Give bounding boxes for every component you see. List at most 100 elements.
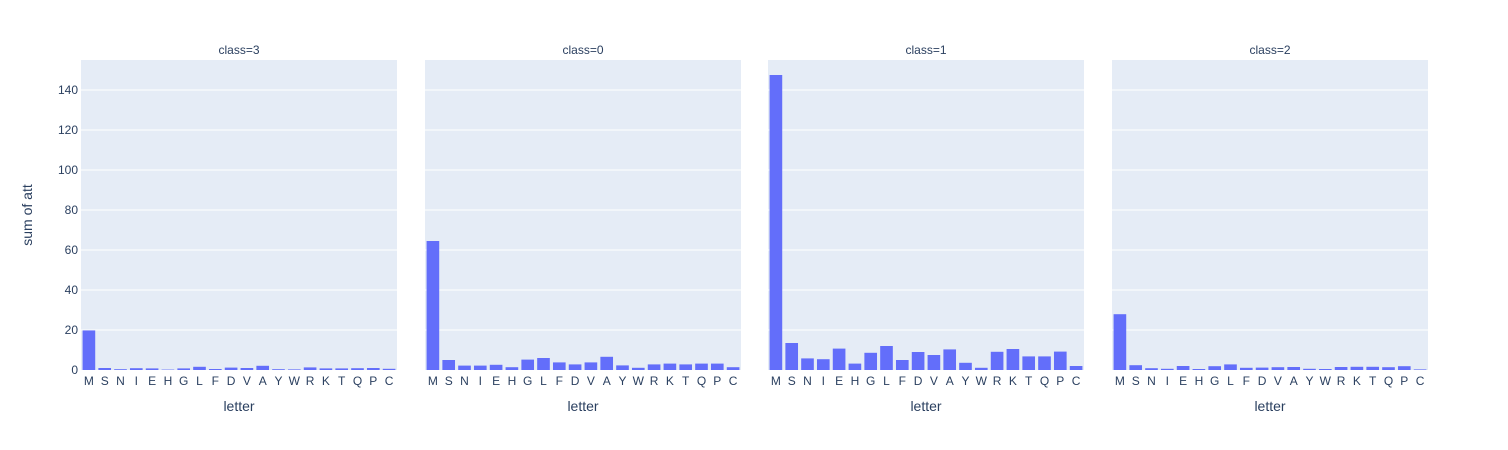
bar-K xyxy=(319,368,333,370)
bar-G xyxy=(864,352,878,370)
x-tick-label: C xyxy=(1416,374,1425,388)
x-tick-label: V xyxy=(1274,374,1282,388)
x-axis-title: letter xyxy=(1254,398,1285,414)
x-tick-label: N xyxy=(1147,374,1156,388)
x-tick-label: D xyxy=(227,374,236,388)
x-tick-label: M xyxy=(428,374,438,388)
x-tick-label: A xyxy=(1290,374,1298,388)
x-tick-label: W xyxy=(976,374,988,388)
plot-background xyxy=(425,60,741,370)
facet-title: class=2 xyxy=(1249,43,1290,57)
x-tick-label: V xyxy=(243,374,251,388)
x-tick-label: F xyxy=(1243,374,1250,388)
x-tick-label: W xyxy=(289,374,301,388)
x-tick-label: N xyxy=(803,374,812,388)
bar-T xyxy=(679,364,693,370)
bar-M xyxy=(82,330,96,370)
x-tick-label: F xyxy=(212,374,219,388)
bar-A xyxy=(600,356,614,370)
x-axis-title: letter xyxy=(910,398,941,414)
bar-S xyxy=(1129,365,1143,370)
x-tick-label: L xyxy=(1227,374,1234,388)
x-tick-label: F xyxy=(556,374,563,388)
bar-H xyxy=(505,367,519,370)
x-tick-label: E xyxy=(1179,374,1187,388)
x-tick-label: M xyxy=(84,374,94,388)
bar-I xyxy=(473,365,487,370)
x-tick-label: L xyxy=(540,374,547,388)
bar-Q xyxy=(1038,356,1051,370)
x-tick-label: E xyxy=(492,374,500,388)
x-tick-label: G xyxy=(179,374,188,388)
bar-I xyxy=(816,359,830,370)
bar-I xyxy=(1160,368,1174,370)
bar-M xyxy=(769,75,783,370)
y-tick-label: 0 xyxy=(71,363,78,377)
bar-K xyxy=(1006,349,1020,370)
x-tick-label: W xyxy=(633,374,645,388)
bar-Q xyxy=(695,363,708,370)
bar-E xyxy=(1176,366,1190,370)
bar-A xyxy=(256,365,270,370)
x-tick-label: T xyxy=(338,374,346,388)
x-tick-label: S xyxy=(445,374,453,388)
bar-P xyxy=(1053,351,1067,370)
bar-W xyxy=(287,369,301,370)
bar-P xyxy=(1397,366,1411,370)
x-tick-label: C xyxy=(1072,374,1081,388)
x-tick-label: K xyxy=(1009,374,1017,388)
panels-layer: M S N I E H G L F D V A Y W R K T Q P Cclass=3letter0204060… xyxy=(58,43,1428,414)
x-tick-label: V xyxy=(930,374,938,388)
x-tick-label: I xyxy=(135,374,138,388)
bar-V xyxy=(584,362,598,370)
x-tick-label: P xyxy=(1056,374,1064,388)
x-tick-label: E xyxy=(835,374,843,388)
x-tick-label: H xyxy=(1195,374,1204,388)
bar-Y xyxy=(959,362,972,370)
x-tick-label: L xyxy=(196,374,203,388)
x-tick-label: R xyxy=(306,374,315,388)
x-tick-label: I xyxy=(822,374,825,388)
bar-W xyxy=(974,367,988,370)
bar-F xyxy=(1239,367,1253,370)
x-tick-label: D xyxy=(571,374,580,388)
x-tick-label: A xyxy=(946,374,954,388)
bar-V xyxy=(927,355,941,370)
bar-H xyxy=(1192,369,1206,370)
x-tick-label: N xyxy=(460,374,469,388)
x-tick-label: S xyxy=(1132,374,1140,388)
x-tick-label: D xyxy=(1258,374,1267,388)
bar-R xyxy=(990,351,1004,370)
facet-title: class=1 xyxy=(905,43,946,57)
x-tick-label: L xyxy=(883,374,890,388)
bar-Y xyxy=(616,365,629,370)
y-tick-label: 120 xyxy=(58,123,78,137)
plot-background xyxy=(1112,60,1428,370)
bar-D xyxy=(568,364,582,370)
x-tick-label: K xyxy=(322,374,330,388)
bar-N xyxy=(801,358,814,370)
bar-E xyxy=(489,364,503,370)
x-tick-label: I xyxy=(479,374,482,388)
x-tick-label: W xyxy=(1320,374,1332,388)
bar-T xyxy=(1366,366,1380,370)
bar-G xyxy=(177,368,191,370)
bar-W xyxy=(1318,369,1332,370)
bar-N xyxy=(458,365,471,370)
x-tick-label: C xyxy=(385,374,394,388)
x-tick-label: Y xyxy=(1305,374,1313,388)
x-tick-label: P xyxy=(369,374,377,388)
x-tick-label: K xyxy=(666,374,674,388)
x-axis-title: letter xyxy=(223,398,254,414)
bar-L xyxy=(1224,364,1237,370)
facet-title: class=0 xyxy=(562,43,603,57)
x-tick-label: H xyxy=(508,374,517,388)
bar-E xyxy=(145,368,159,370)
bar-M xyxy=(426,241,440,370)
bar-H xyxy=(848,363,862,370)
